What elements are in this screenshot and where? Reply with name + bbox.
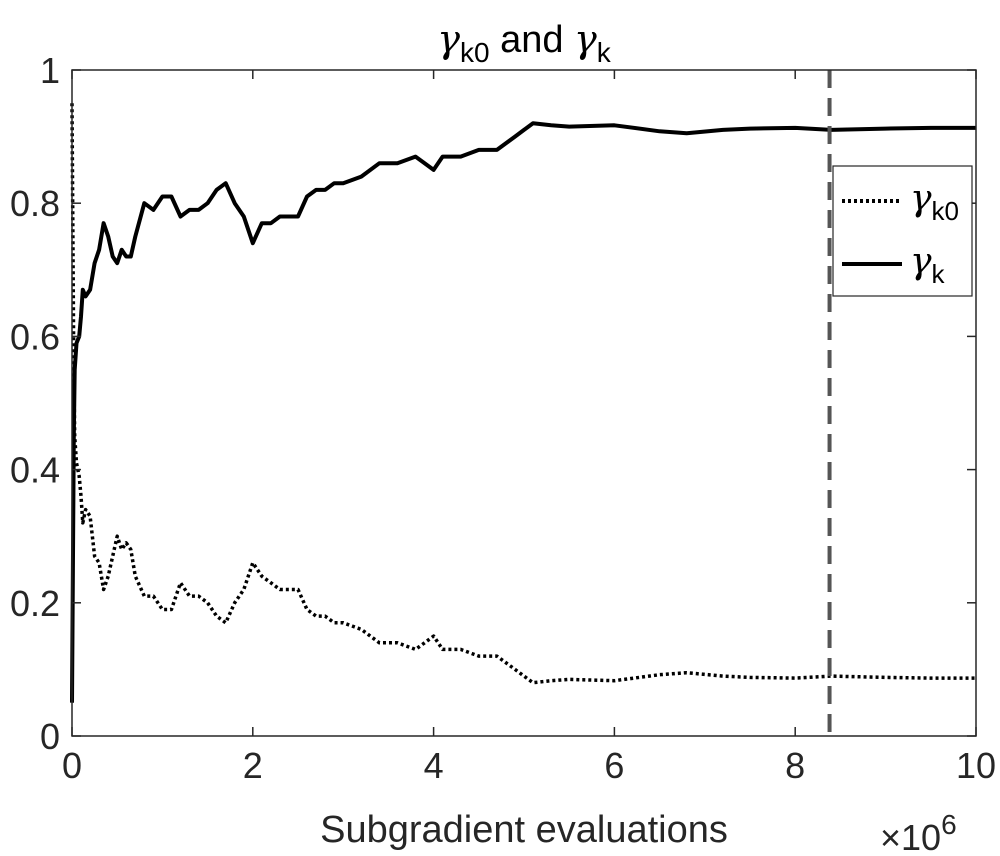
x-exponent-base: ×10 [880,817,941,856]
series-line-gamma-k [70,121,976,703]
title-gamma-2: γ [574,17,597,61]
y-axis-ticks: 0 0.2 0.4 0.6 0.8 1 [10,50,976,757]
title-sub-2: k [597,37,612,68]
series-line-gamma-k0 [70,103,976,685]
axes-frame [71,69,977,737]
y-tick-label: 0.2 [10,583,60,624]
legend-label-gamma-k: γk [910,241,946,289]
legend-gamma-k-sub: k [932,259,946,289]
legend-gamma-k0-main: γ [910,178,932,219]
legend-gamma-k-main: γ [910,241,932,282]
y-tick-label: 1 [40,50,60,91]
series-layer [70,103,976,703]
y-tick-label: 0.6 [10,316,60,357]
legend-gamma-k0-sub: k0 [932,196,959,226]
y-tick-label: 0.8 [10,183,60,224]
y-tick-label: 0 [40,716,60,757]
title-sub-1: k0 [460,37,490,68]
title-gamma-1: γ [437,17,460,61]
x-tick-label: 4 [424,745,444,786]
chart-title: γk0 and γk [437,17,612,68]
x-axis-ticks: 0 2 4 6 8 10 [62,70,996,786]
y-tick-label: 0.4 [10,450,60,491]
legend-box [832,165,973,297]
x-exponent-power: 6 [941,809,957,840]
legend: γk0 γk [832,165,973,297]
x-tick-label: 6 [604,745,624,786]
x-axis-exponent: ×106 [880,809,957,856]
x-axis-label: Subgradient evaluations [320,809,728,851]
x-tick-label: 0 [62,745,82,786]
legend-label-gamma-k0: γk0 [910,178,959,226]
x-tick-label: 8 [785,745,805,786]
plot-area [72,70,976,736]
x-tick-label: 2 [243,745,263,786]
x-tick-label: 10 [956,745,996,786]
title-and: and [490,19,575,61]
